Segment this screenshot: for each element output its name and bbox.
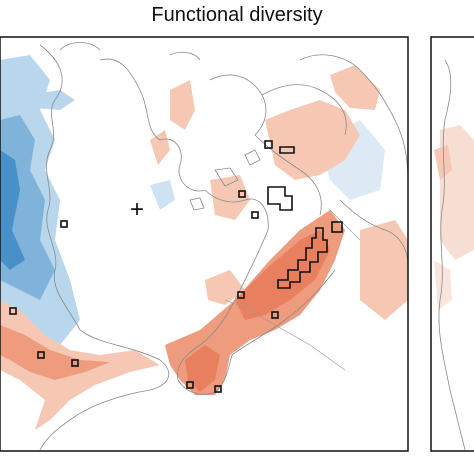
significant-cell bbox=[9, 307, 17, 315]
plus-icon: + bbox=[130, 196, 144, 223]
significant-cell bbox=[267, 186, 293, 211]
positive-diversity-region bbox=[0, 65, 408, 430]
negative-diversity-region bbox=[0, 55, 385, 345]
significant-cell bbox=[331, 221, 343, 233]
border-lines bbox=[224, 209, 361, 371]
coastlines bbox=[39, 42, 408, 451]
significant-cell bbox=[237, 291, 245, 299]
significant-cell bbox=[264, 140, 273, 149]
significant-cell bbox=[279, 146, 295, 154]
main-map-panel: + bbox=[0, 42, 408, 451]
significant-cell bbox=[60, 220, 68, 228]
significant-cells bbox=[9, 140, 343, 393]
significant-cell bbox=[238, 190, 246, 198]
second-panel-frame bbox=[430, 36, 474, 452]
significant-cell bbox=[214, 385, 222, 393]
significant-cell bbox=[37, 351, 45, 359]
map-title: Functional diversity bbox=[151, 4, 323, 26]
significant-cell bbox=[251, 211, 259, 219]
significant-cell bbox=[71, 359, 79, 367]
significant-cell bbox=[277, 227, 328, 289]
significant-cell bbox=[271, 311, 279, 319]
main-panel-frame bbox=[0, 36, 409, 452]
significant-cell bbox=[186, 381, 194, 389]
second-map-panel bbox=[434, 59, 474, 451]
